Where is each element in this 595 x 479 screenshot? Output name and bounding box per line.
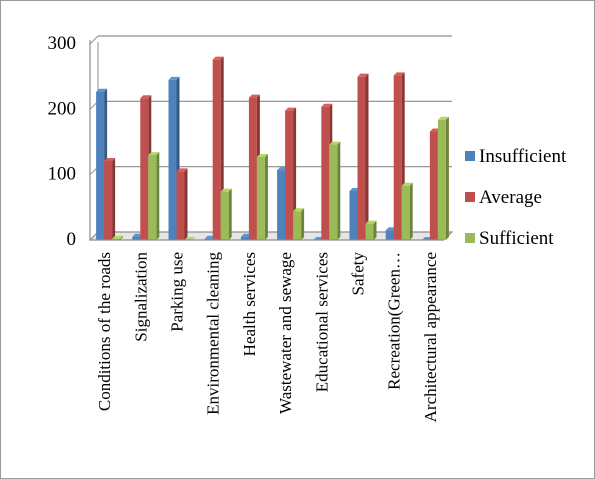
bar-side <box>120 235 124 240</box>
bar-side <box>365 73 369 241</box>
bar-side <box>301 208 305 240</box>
legend-swatch <box>465 192 475 202</box>
bar <box>285 110 294 240</box>
bar <box>349 191 358 240</box>
bar-top <box>176 168 188 172</box>
bar-top <box>437 116 449 120</box>
bar-top <box>321 103 333 107</box>
legend-label: Average <box>479 187 542 208</box>
bar <box>256 157 265 240</box>
y-tick-label: 200 <box>48 98 77 119</box>
bar-top <box>212 56 224 60</box>
bar <box>365 223 374 240</box>
bar-side <box>409 182 413 240</box>
x-category-label: Signalization <box>131 252 150 342</box>
bar-top <box>357 73 369 77</box>
x-category-label: Health services <box>240 252 259 356</box>
bar <box>148 155 157 240</box>
x-category-label: Safety <box>349 252 368 296</box>
bar <box>132 236 141 240</box>
bar <box>429 131 438 240</box>
bar <box>401 185 410 240</box>
bar <box>329 144 338 240</box>
legend-swatch <box>465 151 475 161</box>
bar <box>240 236 249 240</box>
bar <box>212 59 221 241</box>
bar-top <box>401 182 413 186</box>
axes <box>89 40 444 241</box>
y-tick-labels: 0 100 200 300 <box>48 33 77 250</box>
bar-top <box>184 237 196 240</box>
bar-top <box>285 107 297 111</box>
bar <box>393 75 402 240</box>
legend: Insufficient Average Sufficient <box>465 146 567 249</box>
bar-top <box>365 220 377 224</box>
x-category-label: Educational services <box>312 252 331 392</box>
bar-side <box>293 107 297 240</box>
bar <box>104 160 113 240</box>
bar <box>321 106 330 240</box>
legend-swatch <box>465 233 475 243</box>
bar-top <box>104 157 116 161</box>
bar <box>112 238 121 240</box>
bar-side <box>112 157 116 240</box>
bar <box>204 238 213 240</box>
bar <box>140 98 149 240</box>
x-category-label: Parking use <box>168 252 187 332</box>
bars-group <box>96 56 449 241</box>
bar <box>437 119 446 240</box>
y-tick-label: 100 <box>48 164 77 185</box>
bar-top <box>256 154 268 158</box>
bar-top <box>96 88 108 92</box>
bar <box>293 211 302 240</box>
bar-side <box>184 168 188 240</box>
bar-top <box>248 94 260 98</box>
bar <box>248 97 257 240</box>
gridline-depth <box>89 35 99 45</box>
y-tick-label: 0 <box>67 229 77 250</box>
bar-side <box>156 152 160 240</box>
bar <box>176 171 185 240</box>
bar-top <box>168 76 180 80</box>
bar-side <box>228 188 232 240</box>
x-category-label: Recreation(Green… <box>385 252 404 390</box>
bar <box>385 230 394 240</box>
x-category-label: Architectural appearance <box>421 252 440 422</box>
x-category-labels: Conditions of the roads Signalization Park… <box>95 252 440 423</box>
legend-label: Insufficient <box>479 146 567 167</box>
bar-side <box>337 141 341 240</box>
bar-top <box>293 208 305 212</box>
bar-top <box>148 152 160 156</box>
bar <box>277 170 286 240</box>
x-category-label: Conditions of the roads <box>95 252 114 411</box>
bar-top <box>329 141 341 145</box>
bar-top <box>140 95 152 99</box>
bar-side <box>373 220 377 240</box>
bar-side <box>445 116 449 240</box>
bar <box>220 191 229 240</box>
y-tick-label: 300 <box>48 33 77 54</box>
bar <box>96 91 105 241</box>
bar-top <box>112 235 124 239</box>
bar <box>357 76 366 241</box>
bar <box>168 79 177 240</box>
bar-top <box>220 188 232 192</box>
bar-side <box>264 154 268 240</box>
bar-top <box>393 72 405 76</box>
legend-label: Sufficient <box>479 228 554 249</box>
x-category-label: Wastewater and sewage <box>276 252 295 414</box>
x-category-label: Environmental cleaning <box>204 252 223 415</box>
